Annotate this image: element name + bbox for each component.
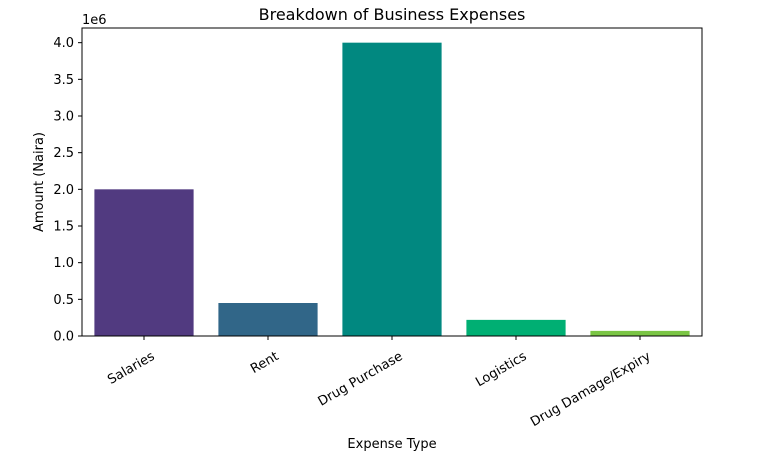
y-tick-label: 3.5 [53, 73, 74, 88]
x-tick-label: Drug Damage/Expiry [528, 349, 654, 430]
bar-2 [342, 42, 442, 337]
y-tick-label: 2.5 [53, 146, 74, 161]
y-tick-label: 2.0 [53, 183, 74, 198]
y-tick-label: 0.0 [53, 330, 74, 345]
bar-3 [466, 319, 566, 336]
y-axis-label: Amount (Naira) [32, 132, 47, 232]
plot-frame [81, 27, 703, 337]
x-axis-label: Expense Type [347, 437, 436, 452]
x-tick-label: Drug Purchase [316, 349, 406, 409]
y-tick-label: 3.0 [53, 110, 74, 125]
y-axis-offset-label: 1e6 [82, 13, 107, 28]
y-tick-label: 0.5 [53, 293, 74, 308]
bars-group [94, 42, 690, 337]
y-tick-label: 1.5 [53, 220, 74, 235]
bar-0 [94, 189, 194, 336]
bar-4 [590, 330, 690, 336]
y-tick-label: 1.0 [53, 256, 74, 271]
x-tick-label: Salaries [105, 349, 157, 388]
x-tick-label: Rent [248, 349, 281, 377]
x-tick-label: Logistics [473, 349, 529, 390]
y-axis-ticks: 0.0 0.5 1.0 1.5 2.0 2.5 3.0 3.5 4.0 [53, 36, 82, 345]
bar-1 [218, 303, 318, 336]
y-tick-label: 4.0 [53, 36, 74, 51]
chart-title: Breakdown of Business Expenses [259, 5, 526, 24]
